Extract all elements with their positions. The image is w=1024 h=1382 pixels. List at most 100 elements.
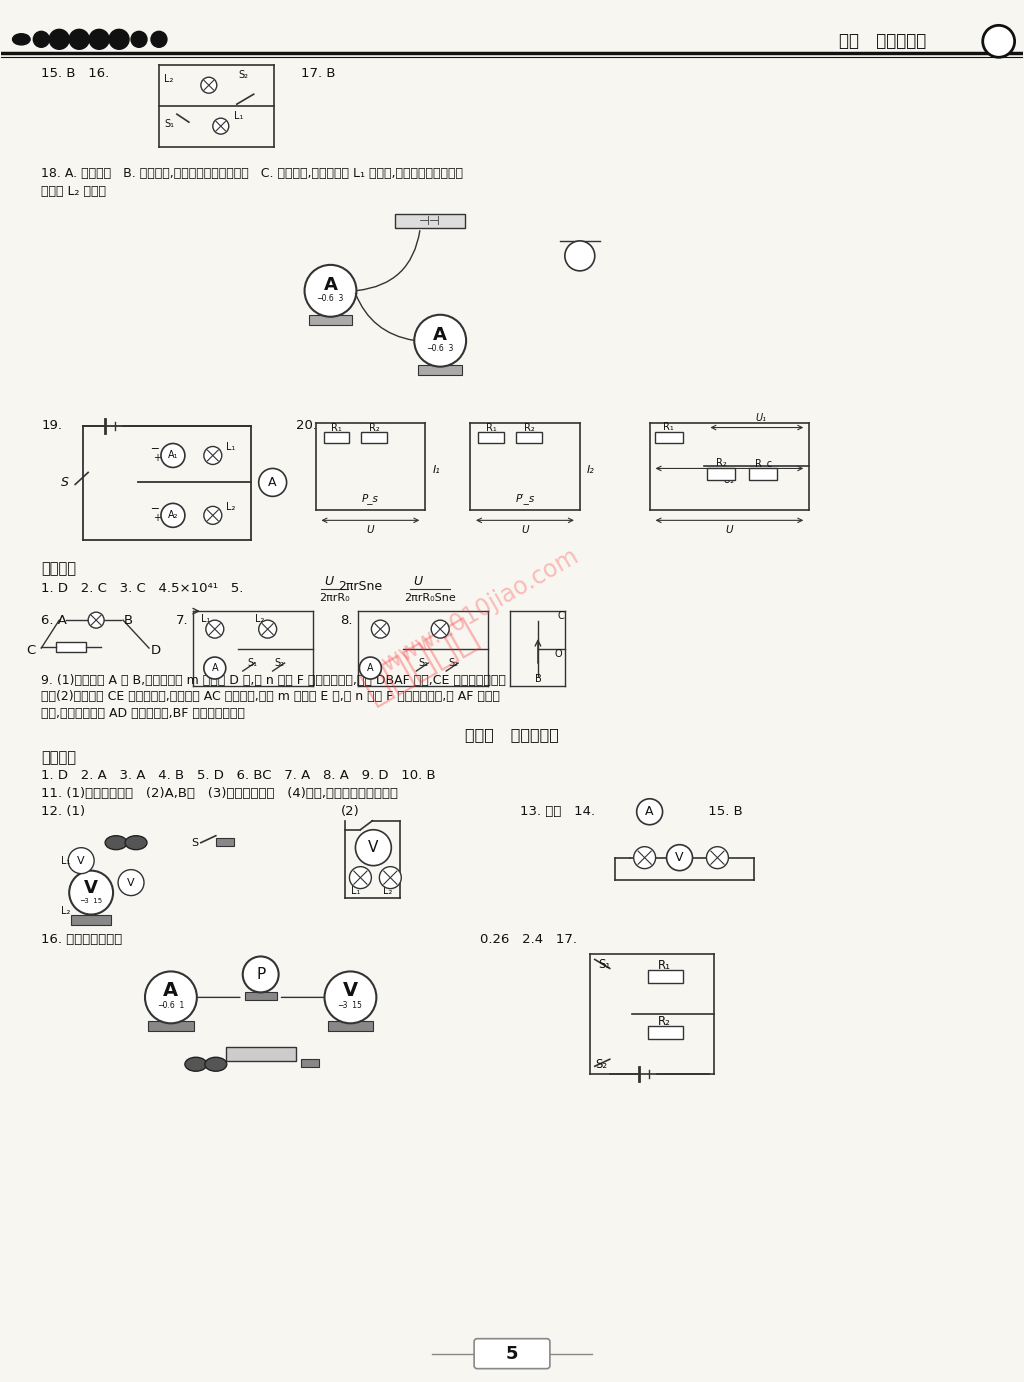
Circle shape bbox=[355, 829, 391, 865]
Text: V: V bbox=[78, 855, 85, 865]
Text: D: D bbox=[151, 644, 161, 656]
Bar bbox=[56, 643, 86, 652]
Circle shape bbox=[243, 956, 279, 992]
Text: I₁: I₁ bbox=[432, 466, 440, 475]
Text: B: B bbox=[124, 614, 133, 626]
Text: 2πrSne: 2πrSne bbox=[338, 579, 383, 593]
Ellipse shape bbox=[205, 1057, 226, 1071]
Text: +: + bbox=[153, 513, 161, 524]
Text: L₁: L₁ bbox=[225, 442, 236, 452]
Circle shape bbox=[372, 621, 389, 638]
Text: R₁: R₁ bbox=[331, 423, 342, 433]
Bar bbox=[148, 1021, 194, 1031]
Text: 5: 5 bbox=[506, 1345, 518, 1363]
Text: 7.: 7. bbox=[176, 614, 188, 626]
Bar bbox=[328, 1021, 374, 1031]
Text: C: C bbox=[27, 644, 36, 656]
Text: R₁: R₁ bbox=[658, 959, 671, 972]
Text: C: C bbox=[558, 611, 564, 621]
Text: A: A bbox=[645, 806, 654, 818]
Text: A: A bbox=[367, 663, 374, 673]
Bar bbox=[516, 431, 542, 444]
Text: L₂: L₂ bbox=[225, 503, 236, 513]
Circle shape bbox=[431, 621, 450, 638]
Bar bbox=[216, 837, 233, 846]
Text: (2): (2) bbox=[340, 806, 359, 818]
Circle shape bbox=[49, 29, 70, 50]
Text: 线；(2)现在知道 CE 为一根导线,下一步将 AC 连在一起,先把 m 连接在 E 上,若 n 连接 F 时小灯泡发光,则 AF 为一根: 线；(2)现在知道 CE 为一根导线,下一步将 AC 连在一起,先把 m 连接在… bbox=[41, 691, 500, 703]
Text: R₂: R₂ bbox=[523, 423, 535, 433]
Text: ─0.6  3: ─0.6 3 bbox=[317, 294, 344, 303]
Text: S: S bbox=[61, 475, 69, 489]
Text: R_c: R_c bbox=[755, 457, 772, 468]
Text: L₁: L₁ bbox=[61, 855, 71, 865]
Circle shape bbox=[88, 612, 104, 629]
Text: ─3  15: ─3 15 bbox=[339, 1001, 362, 1010]
Text: R₁: R₁ bbox=[664, 422, 674, 431]
Text: U: U bbox=[324, 575, 333, 587]
Text: P_s: P_s bbox=[361, 493, 379, 504]
Circle shape bbox=[259, 621, 276, 638]
Text: V: V bbox=[369, 840, 379, 855]
Circle shape bbox=[204, 656, 225, 679]
Bar bbox=[478, 431, 504, 444]
Text: S₂: S₂ bbox=[239, 70, 249, 80]
Text: ─0.6  3: ─0.6 3 bbox=[427, 344, 454, 354]
Text: ─: ─ bbox=[152, 444, 159, 453]
Text: V: V bbox=[675, 851, 684, 864]
Circle shape bbox=[161, 444, 185, 467]
Text: 0.26   2.4   17.: 0.26 2.4 17. bbox=[480, 933, 578, 947]
Circle shape bbox=[213, 117, 228, 134]
Circle shape bbox=[983, 25, 1015, 57]
Text: +: + bbox=[153, 453, 161, 463]
Text: L₁: L₁ bbox=[201, 614, 210, 625]
Circle shape bbox=[637, 799, 663, 825]
Circle shape bbox=[201, 77, 217, 93]
Text: 16. 电路图如图所示: 16. 电路图如图所示 bbox=[41, 933, 123, 947]
Circle shape bbox=[70, 871, 113, 915]
Circle shape bbox=[415, 315, 466, 366]
Text: 培优训练: 培优训练 bbox=[41, 561, 76, 576]
Circle shape bbox=[161, 503, 185, 528]
Bar bbox=[647, 1025, 683, 1039]
Circle shape bbox=[151, 32, 167, 47]
Text: 12. (1): 12. (1) bbox=[41, 806, 85, 818]
Text: S: S bbox=[190, 837, 198, 847]
Text: 20.: 20. bbox=[296, 419, 316, 433]
Text: S₁: S₁ bbox=[248, 658, 258, 668]
Text: 2πrR₀: 2πrR₀ bbox=[319, 593, 350, 603]
Text: S₁: S₁ bbox=[164, 119, 174, 129]
Circle shape bbox=[359, 656, 381, 679]
Bar bbox=[750, 468, 777, 481]
Text: A₁: A₁ bbox=[168, 451, 178, 460]
Ellipse shape bbox=[125, 836, 147, 850]
Bar bbox=[301, 1059, 318, 1067]
Circle shape bbox=[707, 847, 728, 869]
Text: www.1010jiao.com: www.1010jiao.com bbox=[378, 545, 583, 676]
Circle shape bbox=[259, 468, 287, 496]
Text: 8.: 8. bbox=[340, 614, 353, 626]
Text: ─: ─ bbox=[152, 503, 159, 513]
Circle shape bbox=[145, 972, 197, 1023]
Text: 用电器 L₂ 两端。: 用电器 L₂ 两端。 bbox=[41, 185, 106, 198]
Bar bbox=[308, 315, 352, 325]
Circle shape bbox=[325, 972, 377, 1023]
Bar bbox=[324, 431, 349, 444]
Text: +: + bbox=[113, 837, 122, 847]
Text: L₁: L₁ bbox=[233, 111, 243, 122]
Text: S₂: S₂ bbox=[274, 658, 285, 668]
Bar bbox=[708, 468, 735, 481]
Text: 13. 图略   14.: 13. 图略 14. bbox=[520, 806, 595, 818]
Circle shape bbox=[131, 32, 147, 47]
Text: P: P bbox=[256, 967, 265, 983]
Text: 导线,若灯不亮说明 AD 为一根导线,BF 为同一根导线。: 导线,若灯不亮说明 AD 为一根导线,BF 为同一根导线。 bbox=[41, 708, 245, 720]
Text: V: V bbox=[84, 879, 98, 897]
Text: R₁: R₁ bbox=[485, 423, 497, 433]
Text: U₁: U₁ bbox=[756, 413, 767, 423]
Circle shape bbox=[69, 847, 94, 873]
Text: ☺: ☺ bbox=[991, 36, 1006, 50]
Bar bbox=[647, 970, 683, 983]
Text: L₁: L₁ bbox=[351, 886, 360, 896]
Circle shape bbox=[565, 240, 595, 271]
Circle shape bbox=[118, 869, 144, 896]
